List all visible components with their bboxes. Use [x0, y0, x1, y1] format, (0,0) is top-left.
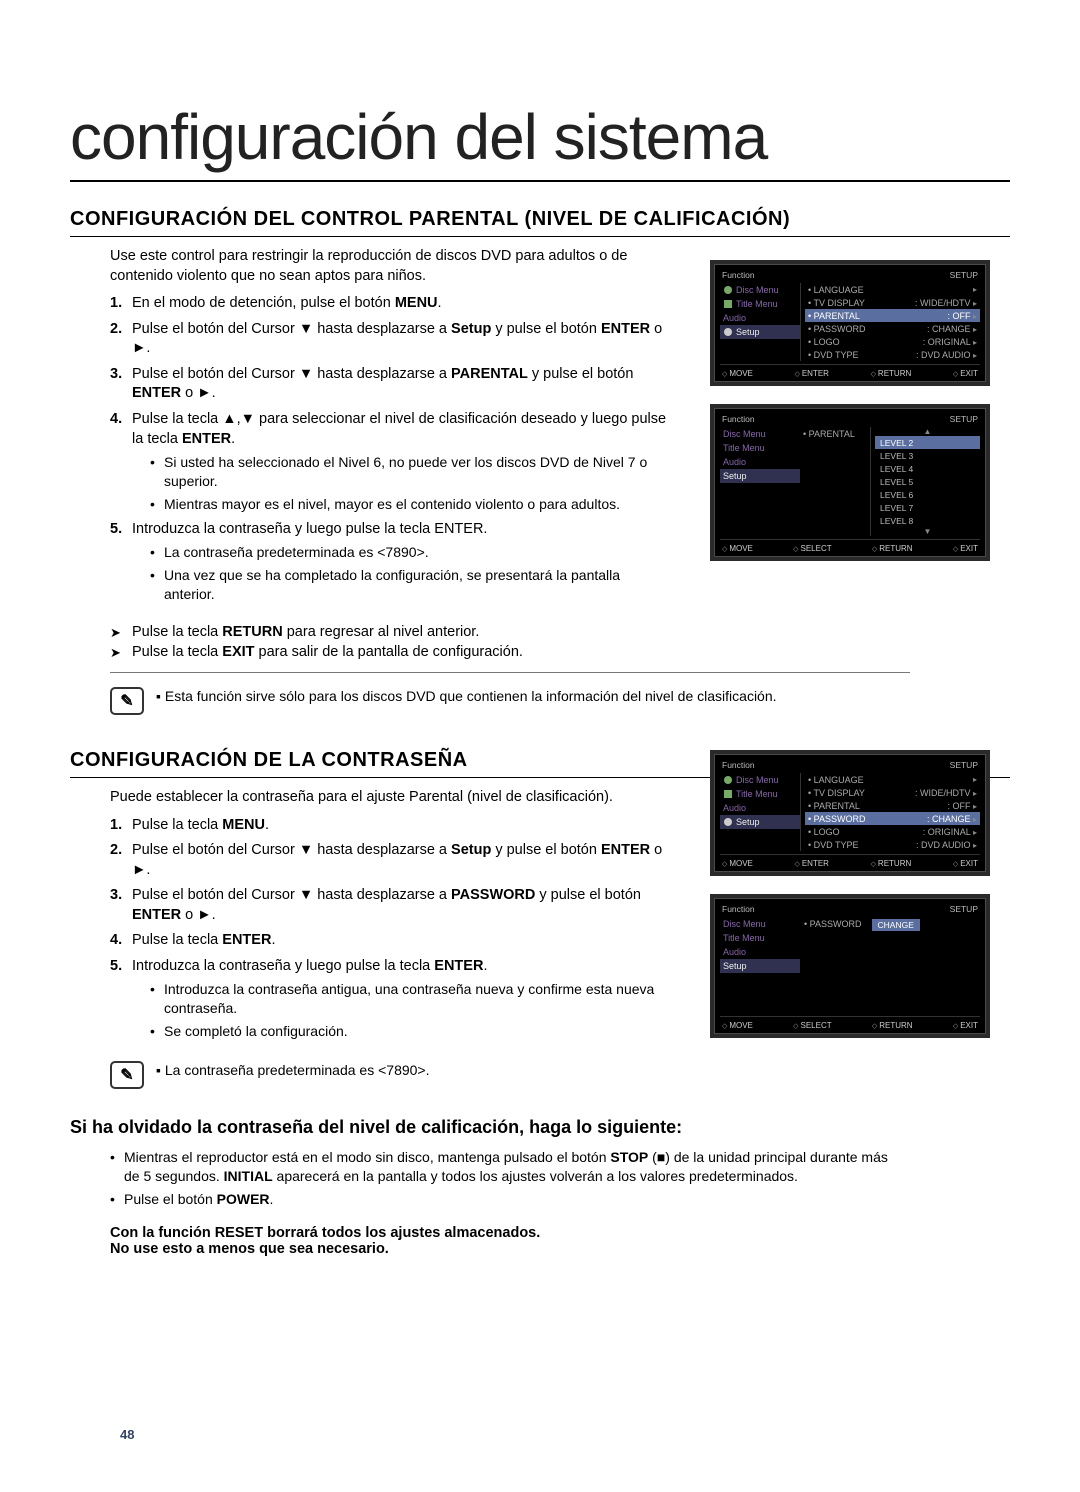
password-step-3: Pulse el botón del Cursor ▼ hasta despla…	[110, 886, 670, 925]
forgot-bullet-1: Mientras el reproductor está en el modo …	[110, 1148, 900, 1186]
parental-step5-bullet1: La contraseña predeterminada es <7890>.	[150, 543, 670, 562]
parental-step-5: Introduzca la contraseña y luego pulse l…	[110, 520, 670, 604]
page-title: configuración del sistema	[70, 100, 1010, 182]
password-step-1: Pulse la tecla MENU.	[110, 816, 670, 836]
password-intro: Puede establecer la contraseña para el a…	[110, 788, 670, 808]
parental-step-2: Pulse el botón del Cursor ▼ hasta despla…	[110, 320, 670, 359]
forgot-heading: Si ha olvidado la contraseña del nivel d…	[70, 1117, 1010, 1138]
parental-return-tip: Pulse la tecla RETURN para regresar al n…	[110, 624, 670, 640]
note-icon: ✎	[110, 687, 144, 715]
osd-parental-levels: FunctionSETUP Disc Menu Title Menu Audio…	[710, 404, 990, 561]
password-step-2: Pulse el botón del Cursor ▼ hasta despla…	[110, 841, 670, 880]
parental-heading: CONFIGURACIÓN DEL CONTROL PARENTAL (NIVE…	[70, 208, 1010, 237]
password-step-5: Introduzca la contraseña y luego pulse l…	[110, 957, 670, 1041]
password-step5-bullet2: Se completó la configuración.	[150, 1022, 670, 1041]
reset-warning-2: No use esto a menos que sea necesario.	[110, 1241, 900, 1257]
password-step5-bullet1: Introduzca la contraseña antigua, una co…	[150, 980, 670, 1018]
parental-step-4: Pulse la tecla ▲,▼ para seleccionar el n…	[110, 410, 670, 514]
osd-parental-setup: Function SETUP Disc Menu Title Menu Audio…	[710, 260, 990, 386]
page-number: 48	[120, 1427, 134, 1442]
parental-step4-bullet2: Mientras mayor es el nivel, mayor es el …	[150, 495, 670, 514]
parental-step4-bullet1: Si usted ha seleccionado el Nivel 6, no …	[150, 453, 670, 491]
parental-step-1: En el modo de detención, pulse el botón …	[110, 294, 670, 314]
password-note: La contraseña predeterminada es <7890>.	[156, 1061, 430, 1080]
forgot-bullet-2: Pulse el botón POWER.	[110, 1190, 900, 1209]
reset-warning-1: Con la función RESET borrará todos los a…	[110, 1225, 900, 1241]
osd-left-disc: Disc Menu	[720, 283, 800, 297]
osd-hdr-function: Function	[722, 270, 755, 280]
parental-step5-bullet2: Una vez que se ha completado la configur…	[150, 566, 670, 604]
osd-left-audio: Audio	[720, 311, 800, 325]
osd-left-setup: Setup	[720, 325, 800, 339]
password-steps: Pulse la tecla MENU. Pulse el botón del …	[110, 816, 670, 1042]
note-icon: ✎	[110, 1061, 144, 1089]
osd-password-setup: FunctionSETUP Disc Menu Title Menu Audio…	[710, 750, 990, 876]
parental-note: Esta función sirve sólo para los discos …	[156, 687, 777, 706]
osd-password-change: FunctionSETUP Disc Menu Title Menu Audio…	[710, 894, 990, 1038]
parental-step-3: Pulse el botón del Cursor ▼ hasta despla…	[110, 365, 670, 404]
password-step-4: Pulse la tecla ENTER.	[110, 931, 670, 951]
parental-intro: Use este control para restringir la repr…	[110, 247, 670, 286]
parental-steps: En el modo de detención, pulse el botón …	[110, 294, 670, 604]
osd-left-title: Title Menu	[720, 297, 800, 311]
osd-hdr-setup: SETUP	[950, 270, 978, 280]
parental-exit-tip: Pulse la tecla EXIT para salir de la pan…	[110, 644, 670, 660]
